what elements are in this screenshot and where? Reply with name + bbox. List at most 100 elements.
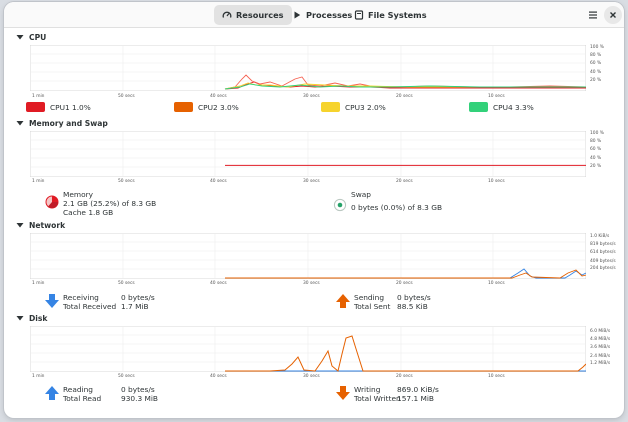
x-tick-label: 10 secs [488, 374, 505, 379]
cpu3-value: 2.0% [367, 103, 386, 112]
receiving-label: Receiving [63, 293, 99, 302]
x-tick-label: 20 secs [396, 94, 413, 99]
cpu4-series [224, 83, 586, 90]
cpu1-series [224, 81, 586, 90]
x-tick-label: 10 secs [488, 281, 505, 286]
y-tick-label: 20 % [590, 78, 602, 83]
cpu2-color-swatch[interactable] [174, 102, 193, 112]
cpu1-value: 1.0% [72, 103, 91, 112]
y-tick-label: 40 % [590, 156, 602, 161]
cpu1-label: CPU1 [50, 103, 70, 112]
cpu1-color-swatch[interactable] [26, 102, 45, 112]
tab-processes-label: Processes [306, 10, 353, 20]
y-tick-label: 2.4 MiB/s [590, 354, 611, 359]
network-section-header[interactable]: Network [16, 221, 65, 230]
x-tick-label: 50 secs [118, 179, 135, 184]
reading-arrow-icon[interactable] [44, 385, 60, 401]
memory-graph [30, 131, 586, 177]
tab-processes[interactable]: Processes [284, 5, 360, 25]
header-bar: Resources Processes File Systems [4, 2, 624, 28]
gauge-icon [222, 11, 232, 18]
disk-section-header[interactable]: Disk [16, 314, 47, 323]
close-button[interactable] [604, 6, 622, 24]
chevron-down-icon [16, 35, 24, 40]
disk-graph [30, 326, 586, 372]
memory-label: Memory [63, 190, 94, 199]
y-tick-label: 3.6 MiB/s [590, 345, 611, 350]
swap-label: Swap [351, 190, 371, 199]
total-received-value: 1.7 MiB [121, 302, 149, 311]
receiving-arrow-icon[interactable] [44, 293, 60, 309]
cpu-section-header[interactable]: CPU [16, 33, 46, 42]
cpu2-label: CPU2 [198, 103, 218, 112]
system-monitor-window: Resources Processes File Systems [4, 2, 624, 418]
total-received-label: Total Received [63, 302, 117, 311]
network-graph [30, 233, 586, 279]
x-tick-label: 10 secs [488, 94, 505, 99]
memory-section-title: Memory and Swap [29, 119, 108, 128]
total-read-label: Total Read [63, 394, 102, 403]
y-tick-label: 60 % [590, 61, 602, 66]
x-tick-label: 50 secs [118, 374, 135, 379]
total-sent-label: Total Sent [354, 302, 391, 311]
cpu3-label: CPU3 [345, 103, 365, 112]
x-tick-label: 40 secs [210, 374, 227, 379]
chevron-down-icon [16, 316, 24, 321]
sending-value: 0 bytes/s [397, 293, 431, 302]
x-tick-label: 40 secs [210, 281, 227, 286]
chevron-down-icon [16, 223, 24, 228]
reading-value: 0 bytes/s [121, 385, 155, 394]
x-tick-label: 1 min [32, 281, 45, 286]
cpu-graph [30, 45, 586, 91]
y-tick-label: 6.0 MiB/s [590, 329, 611, 334]
cpu-section-title: CPU [29, 33, 47, 42]
y-tick-label: 409 bytes/s [590, 259, 616, 264]
tab-file-systems[interactable]: File Systems [346, 5, 435, 25]
x-tick-label: 30 secs [303, 374, 320, 379]
sending-label: Sending [354, 293, 385, 302]
sending-arrow-icon[interactable] [335, 293, 351, 309]
network-sending-series [225, 269, 586, 279]
cache-value: Cache 1.8 GB [63, 208, 114, 217]
x-tick-label: 20 secs [396, 281, 413, 286]
tab-resources[interactable]: Resources [214, 5, 292, 25]
x-tick-label: 30 secs [303, 94, 320, 99]
x-tick-label: 1 min [32, 94, 45, 99]
cpu3-color-swatch[interactable] [321, 102, 340, 112]
y-tick-label: 4.8 MiB/s [590, 337, 611, 342]
memory-section-header[interactable]: Memory and Swap [16, 119, 108, 128]
disk-write-series [225, 335, 586, 372]
x-tick-label: 30 secs [303, 281, 320, 286]
y-tick-label: 1.0 KiB/s [590, 234, 610, 239]
cpu4-color-swatch[interactable] [469, 102, 488, 112]
x-tick-label: 40 secs [210, 94, 227, 99]
memory-value: 2.1 GB (25.2%) of 8.3 GB [63, 199, 157, 208]
writing-label: Writing [354, 385, 381, 394]
tab-resources-label: Resources [236, 10, 284, 20]
y-tick-label: 614 bytes/s [590, 250, 616, 255]
y-tick-label: 20 % [590, 164, 602, 169]
x-tick-label: 20 secs [396, 179, 413, 184]
x-tick-label: 40 secs [210, 179, 227, 184]
chevron-down-icon [16, 121, 24, 126]
x-tick-label: 1 min [32, 179, 45, 184]
memory-graph-canvas [30, 131, 586, 177]
cpu-graph-canvas [30, 45, 586, 91]
y-tick-label: 1.2 MiB/s [590, 361, 611, 366]
memory-pie-icon[interactable] [44, 194, 60, 210]
network-graph-canvas [30, 233, 586, 279]
y-tick-label: 80 % [590, 139, 602, 144]
cpu4-label: CPU4 [493, 103, 513, 112]
disk-graph-canvas [30, 326, 586, 372]
swap-pie-icon[interactable] [333, 198, 347, 212]
x-tick-label: 20 secs [396, 374, 413, 379]
network-section-title: Network [29, 221, 66, 230]
y-tick-label: 204 bytes/s [590, 266, 616, 271]
y-tick-label: 100 % [590, 45, 604, 50]
y-tick-label: 100 % [590, 131, 604, 136]
writing-arrow-icon[interactable] [335, 385, 351, 401]
menu-button[interactable] [584, 6, 602, 24]
disk-section-title: Disk [29, 314, 48, 323]
cpu2-value: 3.0% [220, 103, 239, 112]
play-icon [294, 11, 301, 19]
